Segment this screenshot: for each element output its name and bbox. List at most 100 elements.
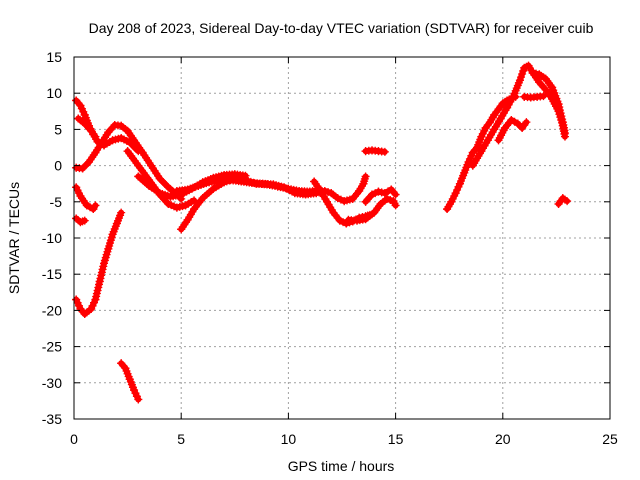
x-tick-label: 15	[388, 431, 404, 447]
tick-labels: 0 5 10 15 20 25 15 10 5 0 -5 -10 -15 -20 -25 -30 -35	[42, 49, 618, 447]
data-point	[117, 121, 126, 130]
data-point	[258, 179, 267, 188]
data-point	[134, 161, 143, 170]
data-point	[181, 201, 190, 210]
data-point	[155, 189, 164, 198]
series-track-4	[72, 214, 89, 227]
data-point	[117, 134, 126, 143]
data-point	[477, 147, 486, 156]
y-tick-label: -5	[50, 194, 63, 210]
data-point	[376, 199, 385, 208]
y-tick-label: 15	[46, 49, 62, 65]
data-point	[76, 192, 85, 201]
data-point	[380, 147, 389, 156]
data-point	[558, 118, 567, 127]
data-point	[340, 197, 349, 206]
data-point	[391, 190, 400, 199]
series-track-14	[361, 185, 400, 206]
data-point	[355, 186, 364, 195]
data-point	[237, 177, 246, 186]
data-point	[481, 123, 490, 132]
data-point	[359, 179, 368, 188]
series-track-13	[344, 194, 400, 225]
data-point	[526, 93, 535, 102]
data-point	[477, 132, 486, 141]
data-point	[387, 185, 396, 194]
data-point	[560, 129, 569, 138]
data-point	[215, 176, 224, 185]
data-point	[72, 295, 81, 304]
data-point	[226, 176, 235, 185]
data-point	[496, 114, 505, 123]
data-point	[370, 208, 379, 217]
series-track-20	[528, 68, 569, 138]
data-point	[483, 136, 492, 145]
y-tick-label: -10	[42, 230, 62, 246]
data-point	[72, 214, 81, 223]
series-track-18	[494, 115, 531, 145]
data-point	[190, 205, 199, 214]
data-point	[80, 119, 89, 128]
data-point	[455, 179, 464, 188]
data-point	[368, 146, 377, 155]
data-point	[117, 208, 126, 217]
data-series	[72, 61, 572, 404]
x-tick-label: 25	[602, 431, 618, 447]
data-point	[130, 136, 139, 145]
data-point	[348, 194, 357, 203]
data-point	[134, 172, 143, 181]
data-point	[183, 185, 192, 194]
data-point	[535, 70, 544, 79]
data-point	[335, 216, 344, 225]
data-point	[361, 147, 370, 156]
series-track-2	[117, 359, 143, 404]
data-point	[473, 143, 482, 152]
data-point	[322, 197, 331, 206]
data-point	[76, 101, 85, 110]
data-point	[535, 78, 544, 87]
data-point	[290, 189, 299, 198]
data-point	[554, 199, 563, 208]
data-point	[91, 295, 100, 304]
data-point	[164, 199, 173, 208]
data-point	[194, 181, 203, 190]
data-point	[172, 186, 181, 195]
data-point	[280, 183, 289, 192]
data-point	[361, 215, 370, 224]
data-point	[451, 189, 460, 198]
data-point	[269, 180, 278, 189]
data-point	[100, 259, 109, 268]
data-point	[500, 123, 509, 132]
data-point	[361, 172, 370, 181]
series-track-3	[72, 183, 100, 214]
data-point	[87, 304, 96, 313]
series-track-7	[72, 121, 186, 203]
y-tick-label: 0	[54, 158, 62, 174]
data-point	[76, 304, 85, 313]
y-tick-label: -15	[42, 266, 62, 282]
data-point	[494, 105, 503, 114]
data-point	[490, 110, 499, 119]
data-point	[494, 136, 503, 145]
y-tick-label: 10	[46, 85, 62, 101]
data-point	[548, 83, 557, 92]
data-point	[389, 197, 398, 206]
series-band	[131, 387, 142, 403]
data-point	[485, 118, 494, 127]
data-point	[374, 147, 383, 156]
data-point	[172, 203, 181, 212]
data-point	[76, 218, 85, 227]
data-point	[134, 395, 143, 404]
data-point	[130, 386, 139, 395]
data-point	[447, 197, 456, 206]
series-track-19	[520, 92, 548, 102]
series-track-15	[361, 146, 389, 156]
data-point	[468, 148, 477, 157]
data-point	[563, 197, 572, 206]
data-point	[353, 216, 362, 225]
data-point	[121, 364, 130, 373]
data-point	[72, 96, 81, 105]
data-point	[391, 201, 400, 210]
data-point	[509, 92, 518, 101]
